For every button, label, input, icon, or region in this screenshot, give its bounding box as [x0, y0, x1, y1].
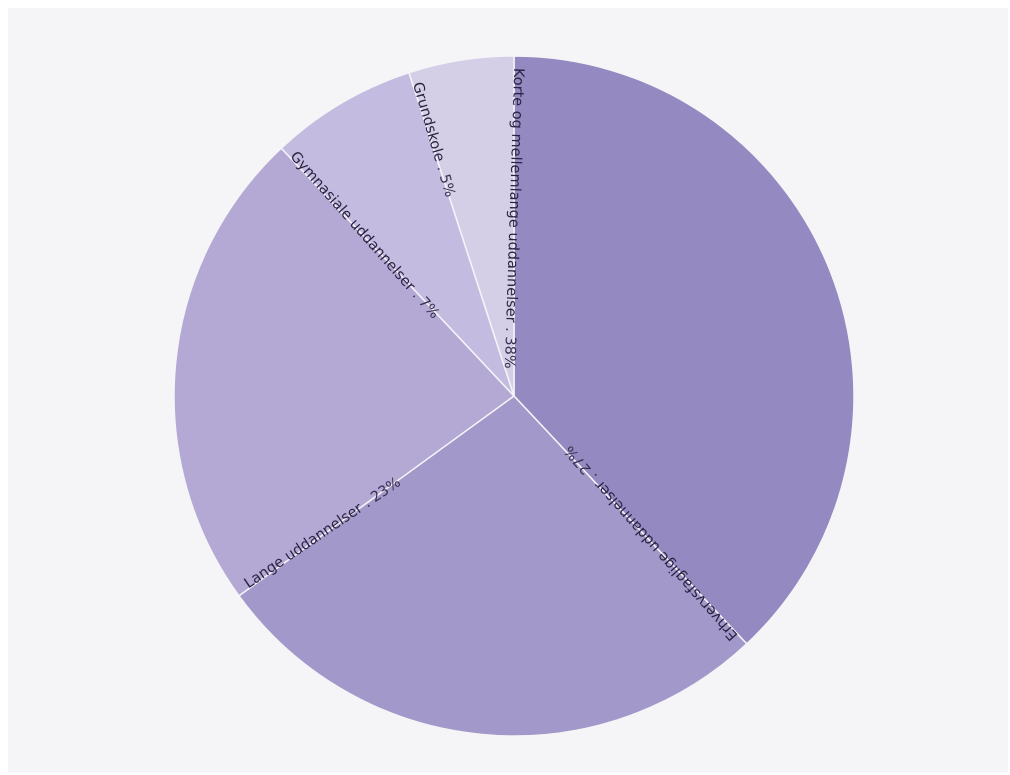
- slice-label-0: Korte og mellemlange uddannelser . 38%: [501, 68, 526, 369]
- pie-slice-3: [280, 71, 515, 397]
- slice-label-name-0: Korte og mellemlange uddannelser: [503, 68, 527, 323]
- pie-slice-2: [173, 147, 516, 597]
- pie-slice-1: [237, 395, 748, 737]
- pie-slice-4: [407, 55, 515, 397]
- pie-slice-0: [513, 55, 855, 645]
- slice-label-value-0: . 38%: [501, 322, 518, 369]
